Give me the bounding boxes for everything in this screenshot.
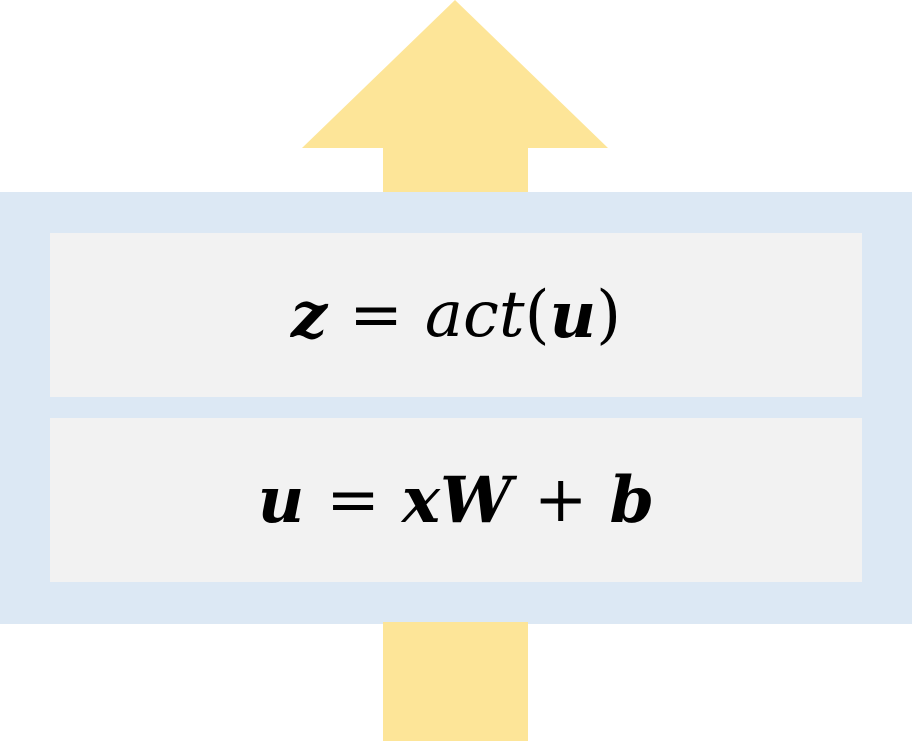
arrow-head-shape xyxy=(302,0,608,148)
arrow-shaft-lower xyxy=(383,622,528,741)
pre-activation-u: u xyxy=(257,462,305,538)
layer-block: z = act ( u ) u = x W + b xyxy=(0,192,912,624)
activation-function-name: act xyxy=(424,278,525,352)
input-x: x xyxy=(401,462,441,538)
open-paren: ( xyxy=(524,278,550,352)
up-arrow-icon xyxy=(302,0,608,148)
plus-sign: + xyxy=(533,463,588,537)
activation-argument-u: u xyxy=(549,277,597,353)
arrow-shaft-upper xyxy=(383,146,528,194)
equals-sign: = xyxy=(349,278,403,352)
equals-sign: = xyxy=(326,463,380,537)
close-paren: ) xyxy=(596,278,622,352)
activation-formula: z = act ( u ) xyxy=(50,233,862,397)
output-variable-z: z xyxy=(290,277,328,353)
bias-b: b xyxy=(609,462,655,538)
weight-matrix-w: W xyxy=(440,462,512,538)
linear-formula: u = x W + b xyxy=(50,418,862,582)
